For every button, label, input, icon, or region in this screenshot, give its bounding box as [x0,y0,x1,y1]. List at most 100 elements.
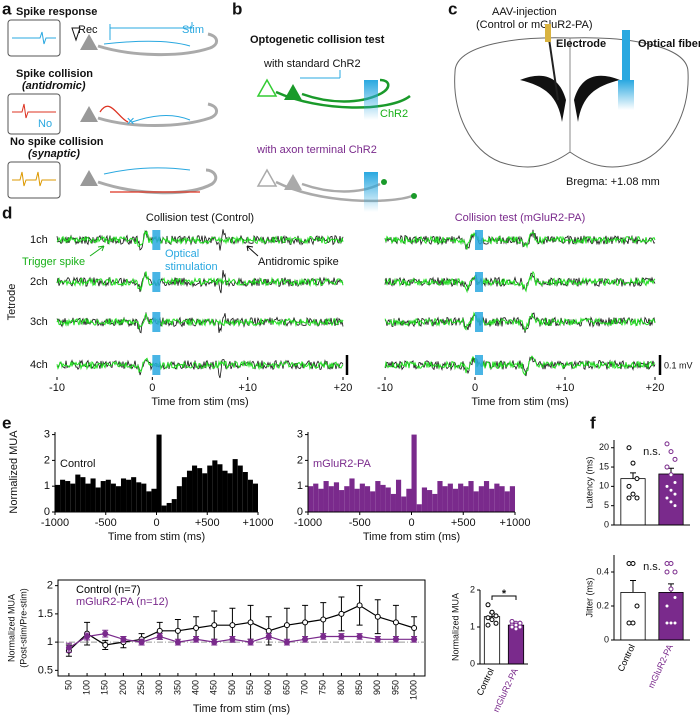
point [668,620,674,626]
point [517,624,523,630]
x-tick-label: 200 [118,680,128,695]
x-tick-label: 800 [336,680,346,695]
bar [478,486,484,512]
y-tick-label: 0 [44,506,50,518]
point [302,636,309,643]
y-tick-label: 0.2 [596,600,609,610]
point [193,636,200,643]
x-tick-label: mGluR2-PA [491,667,520,714]
x-tick-label: 0 [408,517,414,529]
point [265,633,272,640]
terminal [381,179,387,185]
y-axis-label: (Post-stim/Pre-stim) [18,588,28,668]
point [485,622,491,628]
label: (Control or mGluR2-PA) [476,19,593,31]
trace [12,171,56,187]
annotation: * [502,588,507,600]
bar [421,487,428,512]
neuron [80,106,98,122]
stim-window [475,355,483,375]
point [668,487,674,493]
y-tick-label: 15 [599,461,609,471]
stim-window [475,312,483,332]
bar [458,483,464,512]
arrow [103,167,191,175]
y-tick-label: 0 [297,506,303,518]
point [664,561,670,566]
y-tick-label: 0.4 [596,566,609,576]
point [102,630,109,637]
trace-green [56,229,344,248]
panel-label: a [2,0,12,18]
series-line [68,604,415,652]
arrow [103,22,193,47]
point [634,495,640,501]
bar [131,477,137,512]
bar [483,481,490,512]
bar [390,493,396,512]
x-tick-label: +20 [646,382,665,394]
annotation: Trigger spike [22,256,85,268]
axon [97,168,218,195]
bar [620,592,646,641]
point [229,622,236,629]
bar [146,491,152,512]
stim-window [475,272,483,292]
x-tick-label: -1000 [294,517,322,529]
panel-label: d [2,203,12,222]
electrode [71,27,81,42]
arrow [246,245,259,257]
channel-label: 2ch [30,276,48,288]
point [174,639,181,646]
point [489,609,495,615]
trace-box [7,93,61,135]
label: No [38,118,52,130]
y-tick-label: 0.5 [38,664,53,676]
bar [85,483,91,512]
arrow [99,105,129,123]
bar [60,479,66,512]
bar [141,483,147,512]
bar [359,483,365,512]
bar [197,468,203,512]
y-tick-label: 0 [470,658,475,668]
trace-green [384,311,656,332]
legend-label: Control (n=7) [76,584,141,596]
stim-window [152,355,161,375]
bar [247,479,253,512]
y-tick-label: 1 [47,636,53,648]
point [672,480,678,485]
bar [202,473,208,512]
trace-green [56,312,344,331]
bar [494,483,500,512]
point [320,616,327,623]
bar [447,483,453,512]
bar [452,488,459,512]
tract [520,75,620,122]
trace-green [56,357,344,374]
point [156,633,163,640]
x-tick-label: -500 [95,517,117,529]
channel-label: 3ch [30,316,48,328]
point [374,636,381,643]
x-tick-label: 850 [354,680,364,695]
x-tick-label: 0 [153,517,159,529]
bar [375,481,381,512]
bar [354,488,360,512]
point [664,483,670,489]
bar [339,490,345,512]
point [664,464,670,470]
label: with axon terminal ChR2 [256,144,377,156]
point [489,617,495,623]
error-bar [630,580,636,593]
bar [468,481,474,512]
x-axis-label: Time from stim (ms) [363,531,460,543]
point [630,491,636,497]
x-tick-label: 0 [472,382,478,394]
point [634,476,640,482]
label: Optical fiber [638,38,700,50]
point [664,603,670,609]
label: Optogenetic collision test [250,34,385,46]
label: (synaptic) [28,148,80,160]
bar [380,484,386,512]
